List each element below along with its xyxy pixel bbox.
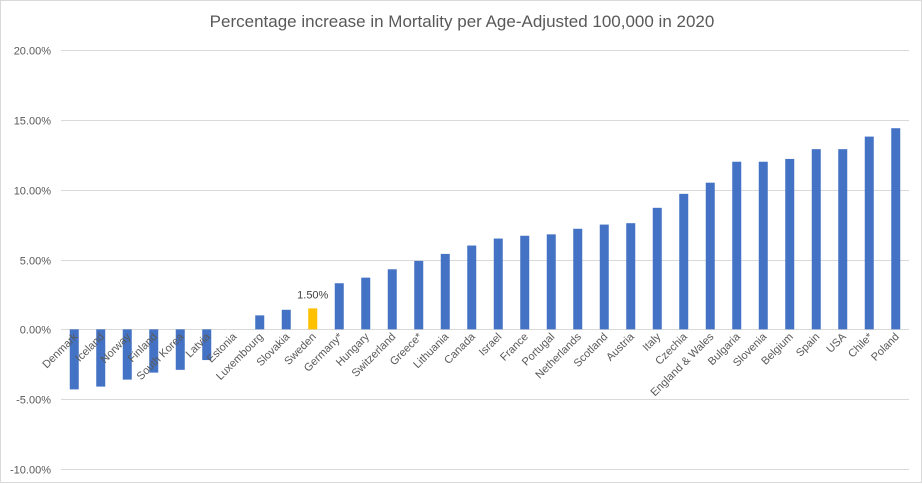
data-labels: 1.50% <box>297 289 328 301</box>
y-tick-label: 5.00% <box>20 256 51 268</box>
bar-poland <box>891 128 901 330</box>
y-tick-label: -5.00% <box>16 395 51 407</box>
bar-denmark <box>69 329 79 390</box>
bar-italy <box>652 207 662 330</box>
bar-lithuania <box>440 253 450 330</box>
bars <box>69 128 901 390</box>
bar-netherlands <box>573 228 583 330</box>
bar-israel <box>493 238 503 330</box>
bar-usa <box>838 149 848 330</box>
bar-germany <box>334 283 344 330</box>
y-tick-label: -10.00% <box>10 465 51 477</box>
bar-slovenia <box>758 161 768 330</box>
bar-france <box>520 235 530 330</box>
y-axis-ticks: 20.00% 15.00% 10.00% 5.00% 0.00% -5.00% -10.00… <box>10 46 51 477</box>
bar-chile <box>864 136 874 330</box>
x-category-label: Italy <box>641 331 664 354</box>
gridlines <box>61 50 909 470</box>
bar-norway <box>122 329 132 380</box>
bar-latvia <box>202 329 212 361</box>
y-tick-label: 15.00% <box>14 116 52 128</box>
bar-portugal <box>546 234 556 330</box>
bar-luxembourg <box>255 315 265 330</box>
bar-spain <box>811 149 821 330</box>
bar-sweden <box>308 308 318 330</box>
bar-scotland <box>599 224 609 330</box>
bar-slovakia <box>281 309 291 330</box>
x-category-label: Poland <box>869 331 902 364</box>
bar-finland <box>149 329 159 373</box>
bar-south-korea <box>175 329 185 370</box>
bar-austria <box>626 223 636 330</box>
bar-iceland <box>96 329 106 387</box>
bar-bulgaria <box>732 161 742 330</box>
y-tick-label: 20.00% <box>14 46 52 58</box>
bar-switzerland <box>387 269 397 330</box>
bar-czechia <box>679 193 689 330</box>
x-category-label: Spain <box>794 331 822 359</box>
bar-canada <box>467 245 477 330</box>
y-tick-label: 0.00% <box>20 325 51 337</box>
x-category-label: Austria <box>604 330 637 363</box>
bar-belgium <box>785 158 795 330</box>
bar-hungary <box>361 277 371 330</box>
bar-greece <box>414 260 424 330</box>
data-label-sweden: 1.50% <box>297 289 328 301</box>
chart-title: Percentage increase in Mortality per Age… <box>210 12 715 31</box>
bar-england-wales <box>705 182 715 330</box>
y-tick-label: 10.00% <box>14 186 52 198</box>
